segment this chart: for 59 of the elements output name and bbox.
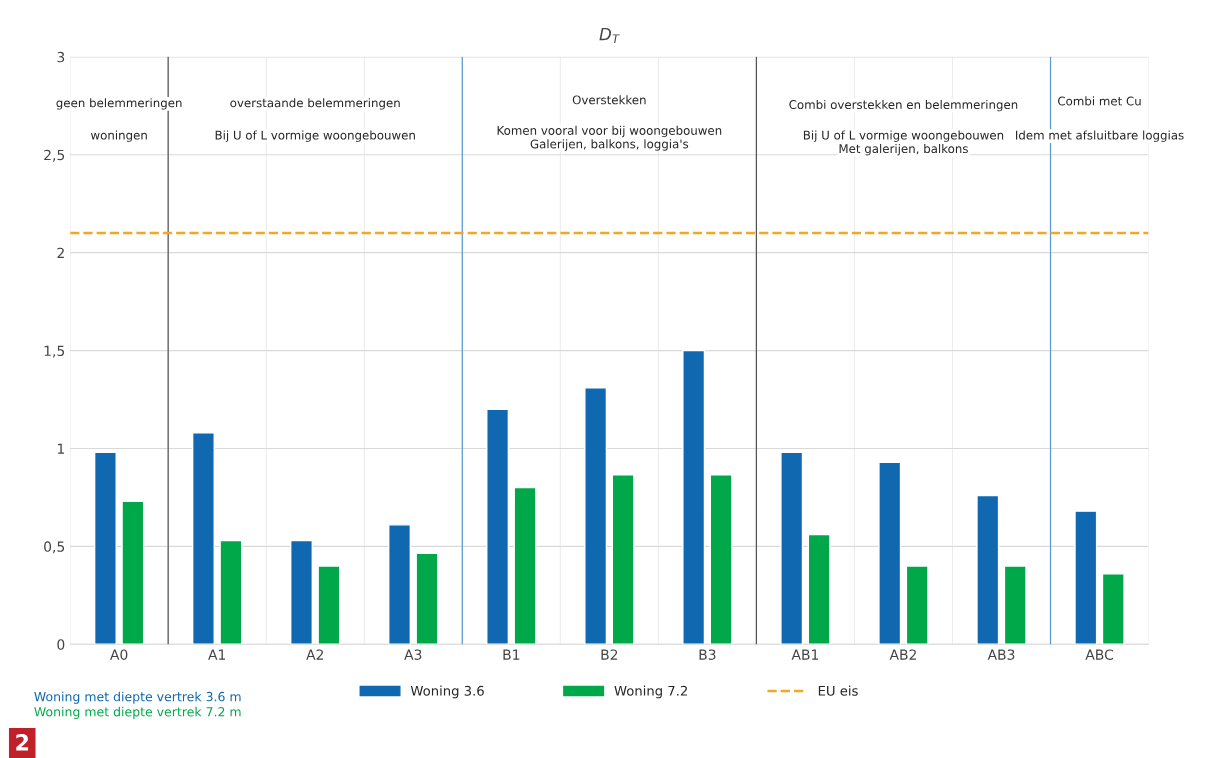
bar (388, 524, 412, 645)
bar (415, 552, 439, 645)
y-tick-label: 1,5 (44, 345, 65, 358)
y-tick-label: 0 (57, 639, 65, 650)
x-tick-label: AB1 (791, 649, 819, 660)
annotation: Idem met afsluitbare loggias (1016, 130, 1184, 142)
text: Woning met diepte vertrek 3.6 m (34, 691, 241, 704)
bar (93, 451, 117, 645)
bar (878, 461, 902, 645)
x-tick-label: A1 (208, 649, 226, 660)
bar (611, 474, 635, 645)
annotation: woningen (90, 130, 147, 142)
bar (191, 432, 215, 645)
annotation: Overstekken (572, 95, 646, 105)
x-tick-label: AB3 (987, 649, 1015, 660)
bar (976, 494, 1000, 645)
bar (121, 500, 145, 645)
annotation: Komen vooral voor bij woongebouwen (497, 125, 722, 138)
x-tick-label: B2 (601, 649, 618, 660)
bar (780, 451, 804, 645)
x-tick-label: A0 (110, 649, 128, 660)
bar (486, 408, 510, 645)
bar (807, 533, 831, 645)
annotation: overstaande belemmeringen (230, 98, 400, 110)
x-tick-label: B1 (503, 649, 520, 660)
bar (290, 539, 313, 645)
bar (682, 349, 706, 645)
annotation: Bij U of L vormige woongebouwen (215, 130, 415, 142)
y-tick-label: 1 (57, 443, 64, 454)
annotation: Bij U of L vormige woongebouwen (803, 130, 1004, 142)
annotation: geen belemmeringen (56, 98, 182, 110)
y-tick-label: 2,5 (44, 149, 65, 162)
bar (1074, 510, 1098, 645)
bar (317, 565, 341, 645)
text: Woning met diepte vertrek 7.2 m (34, 706, 241, 719)
x-tick-label: A2 (306, 649, 323, 660)
annotation: Met galerijen, balkons (839, 143, 968, 156)
annotation: Combi overstekken en belemmeringen (789, 99, 1018, 112)
legend-label: Woning 3.6 (410, 685, 484, 699)
bar (513, 486, 537, 645)
x-tick-label: A3 (404, 649, 422, 660)
x-tick-label: ABC (1085, 649, 1114, 660)
y-tick-label: 2 (57, 247, 64, 258)
text: 2 (16, 733, 29, 751)
y-tick-label: 0,5 (44, 541, 65, 554)
bar (219, 539, 243, 645)
legend-label: EU eis (818, 685, 858, 696)
bar (1101, 573, 1125, 645)
annotation: Combi met Cu (1058, 96, 1141, 106)
legend-label: Woning 7.2 (614, 685, 687, 699)
x-tick-label: B3 (699, 649, 716, 660)
bar (584, 387, 608, 645)
y-tick-label: 3 (57, 51, 65, 63)
bar (905, 565, 929, 645)
x-tick-label: AB2 (889, 649, 916, 660)
annotation: Galerijen, balkons, loggia's (530, 139, 689, 151)
bar (1003, 565, 1027, 645)
chart-title: D$_{T}$ (599, 28, 620, 43)
bar (709, 474, 733, 645)
